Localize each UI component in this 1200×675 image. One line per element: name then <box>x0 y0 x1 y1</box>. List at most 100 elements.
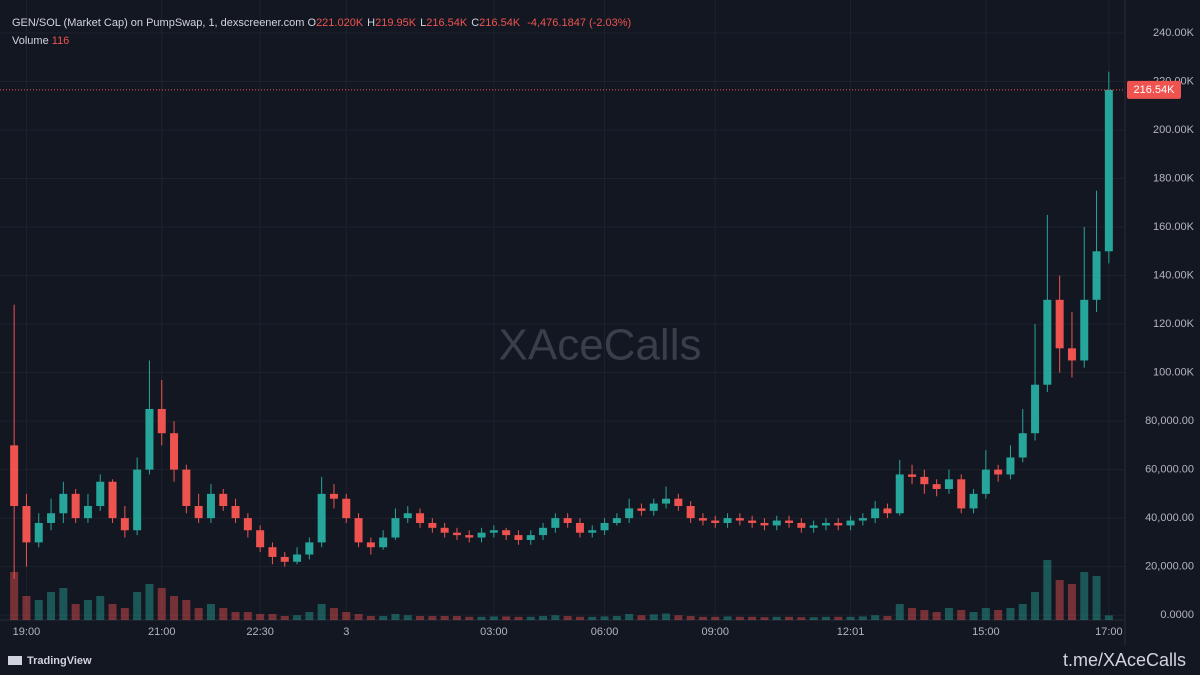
volume-bar <box>280 616 289 620</box>
candle-body <box>452 532 461 536</box>
candle-body <box>920 476 929 485</box>
candle-body <box>440 527 449 533</box>
candle-body <box>981 469 990 494</box>
ohlc-row: GEN/SOL (Market Cap) on PumpSwap, 1, dex… <box>12 14 631 32</box>
candle-body <box>170 433 179 470</box>
candle-body <box>797 522 806 528</box>
candle-body <box>649 503 658 511</box>
candle-body <box>883 508 892 514</box>
volume-bar <box>120 608 129 620</box>
x-tick-label: 06:00 <box>591 626 619 638</box>
candle-body <box>1031 384 1040 434</box>
volume-bar <box>932 612 941 620</box>
candle-body <box>1092 251 1101 300</box>
candle-body <box>391 518 400 538</box>
volume-bar <box>957 610 966 620</box>
y-tick-label: 20,000.00 <box>1145 561 1194 573</box>
x-tick-label: 22:30 <box>246 626 274 638</box>
y-tick-label: 60,000.00 <box>1145 464 1194 476</box>
volume-bar <box>772 616 781 620</box>
candle-body <box>366 542 375 548</box>
volume-bar <box>871 615 880 620</box>
candle-body <box>1006 457 1015 475</box>
candle-body <box>268 547 277 557</box>
candle-body <box>526 535 535 540</box>
volume-bar <box>157 588 166 620</box>
volume-bar <box>1092 576 1101 620</box>
candle-body <box>206 493 215 519</box>
candle-body <box>47 513 56 523</box>
candle-body <box>145 408 154 470</box>
candle-body <box>514 535 523 540</box>
volume-bar <box>145 584 154 620</box>
candle-body <box>625 508 634 519</box>
ohlc-key: O <box>307 17 317 29</box>
candle-body <box>108 481 117 519</box>
volume-bar <box>526 616 535 620</box>
volume-bar <box>10 572 19 620</box>
volume-bar <box>354 614 363 620</box>
volume-bar <box>428 616 437 620</box>
y-tick-label: 100.00K <box>1153 366 1195 378</box>
volume-bar <box>182 600 191 620</box>
brand: TradingView <box>27 655 92 667</box>
candle-body <box>944 479 953 490</box>
candle-body <box>1104 89 1113 252</box>
candle-body <box>489 530 498 533</box>
volume-bar <box>797 617 806 620</box>
volume-bar <box>908 608 917 620</box>
volume-bar <box>785 616 794 620</box>
volume-bar <box>625 614 634 620</box>
volume-bar <box>1006 608 1015 620</box>
candle-body <box>219 493 228 506</box>
y-tick-label: 80,000.00 <box>1145 415 1194 427</box>
volume-bar <box>477 616 486 620</box>
volume-bar <box>133 592 142 620</box>
footer-link: t.me/XAceCalls <box>1063 650 1186 670</box>
ohlc-value: 221.020K <box>316 17 364 29</box>
x-tick-label: 15:00 <box>972 626 1000 638</box>
candle-body <box>686 505 695 519</box>
volume-bar <box>514 616 523 620</box>
candle-body <box>735 518 744 521</box>
candle-body <box>957 479 966 509</box>
volume-bar <box>342 612 351 620</box>
candle-body <box>575 522 584 533</box>
candle-body <box>539 527 548 536</box>
candle-body <box>821 522 830 526</box>
candle-body <box>846 520 855 526</box>
volume-bar <box>686 616 695 620</box>
candle-body <box>895 474 904 514</box>
volume-bar <box>293 615 302 620</box>
candle-body <box>723 518 732 523</box>
candle-body <box>932 484 941 490</box>
volume-bar <box>674 615 683 620</box>
candle-body <box>858 518 867 521</box>
candle-body <box>637 508 646 511</box>
volume-bar <box>883 616 892 620</box>
volume-bar <box>994 610 1003 620</box>
volume-bar <box>170 596 179 620</box>
x-tick-label: 19:00 <box>13 626 41 638</box>
candle-body <box>96 481 105 506</box>
brand-icon <box>8 656 22 665</box>
ohlc-value: 216.54K <box>479 17 521 29</box>
ohlc-value: 219.95K <box>375 17 417 29</box>
x-tick-label: 3 <box>343 626 349 638</box>
candle-body <box>871 508 880 519</box>
candle-body <box>1018 433 1027 458</box>
volume-bar <box>440 616 449 620</box>
volume-bar <box>83 600 92 620</box>
volume-bar <box>748 616 757 620</box>
candle-body <box>256 530 265 548</box>
y-tick-label: 240.00K <box>1153 27 1195 39</box>
candle-body <box>379 537 388 548</box>
volume-bar <box>243 612 252 620</box>
candle-body <box>1055 299 1064 349</box>
legend-header: GEN/SOL (Market Cap) on PumpSwap, 1, dex… <box>12 14 631 50</box>
volume-bar <box>735 616 744 620</box>
symbol: GEN/SOL (Market Cap) on PumpSwap, 1, dex… <box>12 17 305 29</box>
volume-bar <box>612 616 621 620</box>
volume-bar <box>711 616 720 620</box>
